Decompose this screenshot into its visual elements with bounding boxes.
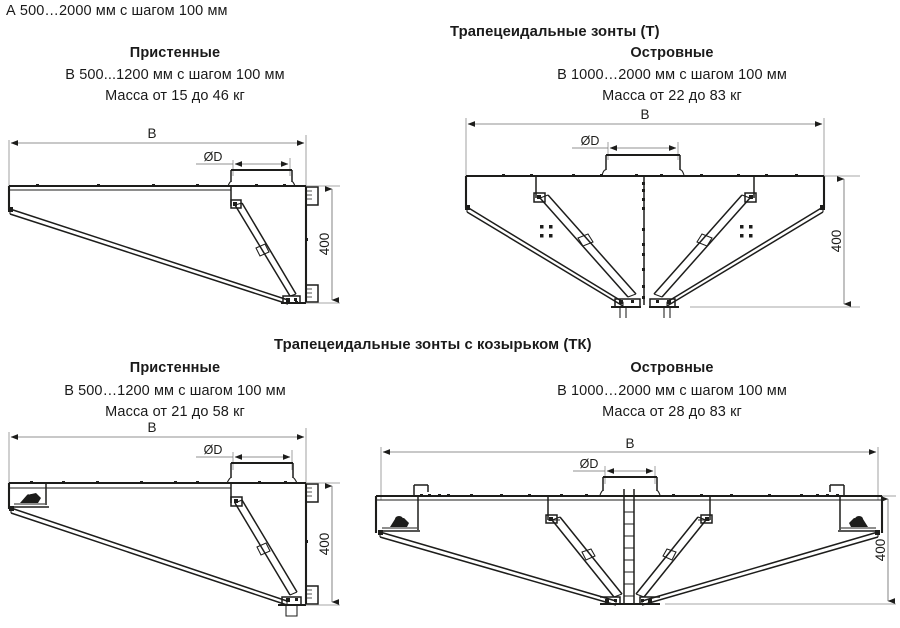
dimension-label-b: B xyxy=(640,107,649,122)
dimension-width-b-wall-t: B xyxy=(8,126,307,190)
variant-width-spec-island-tk: В 1000…2000 мм с шагом 100 мм xyxy=(557,383,787,399)
variant-title-island-tk: Островные xyxy=(630,360,714,376)
filter-baffle-right-island-t xyxy=(653,192,757,298)
slope-panel-left-island-t xyxy=(465,205,624,307)
section-title-trapezoid-canopy: Трапецеидальные зонты с козырьком (ТК) xyxy=(274,337,592,353)
dimension-duct-d-wall-t: ØD xyxy=(196,150,291,176)
dimension-label-od: ØD xyxy=(581,134,600,148)
variant-mass-spec-island-tk: Масса от 28 до 83 кг xyxy=(602,404,742,420)
dimension-label-400: 400 xyxy=(873,539,888,562)
variant-mass-spec-wall-t: Масса от 15 до 46 кг xyxy=(105,88,245,104)
dimension-width-b-island-t: B xyxy=(465,107,825,180)
filter-baffle-left-island-tk xyxy=(545,514,623,598)
dimension-label-b: B xyxy=(147,420,156,435)
filter-bracket-top-wall-t xyxy=(230,199,242,209)
variant-width-spec-wall-t: В 500...1200 мм с шагом 100 мм xyxy=(65,67,285,83)
dimension-duct-d-island-t: ØD xyxy=(572,134,679,160)
dimension-height-400-island-tk: 400 xyxy=(665,495,896,605)
variant-width-spec-wall-tk: В 500…1200 мм с шагом 100 мм xyxy=(64,383,286,399)
gutter-left-island-t xyxy=(611,298,641,318)
variant-mass-spec-wall-tk: Масса от 21 до 58 кг xyxy=(105,404,245,420)
dimension-height-400-island-t: 400 xyxy=(690,175,860,308)
central-divider-island-tk xyxy=(623,489,635,604)
duct-collar-wall-t xyxy=(227,168,296,187)
duct-collar-wall-tk xyxy=(226,461,298,484)
dimension-width-b-wall-tk: B xyxy=(8,420,307,490)
central-divider-island-t xyxy=(642,176,645,305)
filter-baffle-wall-t xyxy=(234,202,297,297)
mounting-bracket-lower-wall-t xyxy=(306,284,319,303)
hood-island-tk-geometry: B ØD xyxy=(374,436,896,606)
mounting-bracket-upper-wall-tk xyxy=(306,483,319,503)
hood-island-t-geometry: B ØD xyxy=(464,107,860,318)
gutter-right-island-t xyxy=(649,298,679,318)
gutter-island-tk xyxy=(600,596,660,606)
section-title-trapezoid: Трапецеидальные зонты (Т) xyxy=(450,24,660,40)
filter-baffle-left-island-t xyxy=(533,192,637,298)
top-plate-rivets-wall-tk xyxy=(30,481,287,484)
dimension-label-od: ØD xyxy=(204,150,223,164)
top-plate-rivets-island-tk xyxy=(420,494,839,497)
slope-panel-right-island-t xyxy=(666,205,825,307)
dimension-height-400-wall-t: 400 xyxy=(306,185,340,304)
detail-dots-right-island-t xyxy=(740,225,753,238)
hood-wall-t-geometry: B ØD xyxy=(7,126,340,305)
dimension-label-od: ØD xyxy=(204,443,223,457)
top-plate-rivets-island-t xyxy=(502,174,798,177)
top-note: А 500…2000 мм с шагом 100 мм xyxy=(6,3,228,19)
dimension-label-od: ØD xyxy=(580,457,599,471)
detail-dots-left-island-t xyxy=(540,225,553,238)
variant-title-wall-t: Пристенные xyxy=(129,45,221,61)
top-plate-rivets-wall-t xyxy=(36,184,286,187)
canopy-pocket-wall-tk xyxy=(10,484,49,508)
dimension-label-400: 400 xyxy=(829,230,844,253)
canopy-pocket-right-island-tk xyxy=(829,484,879,532)
hood-wall-tk-geometry: B ØD xyxy=(7,420,340,617)
mounting-bracket-upper-wall-t xyxy=(306,186,319,206)
variant-width-spec-island-t: В 1000…2000 мм с шагом 100 мм xyxy=(557,67,787,83)
variant-title-wall-tk: Пристенные xyxy=(129,360,221,376)
dimension-width-b-island-tk: B xyxy=(380,436,879,500)
dimension-label-400: 400 xyxy=(317,233,332,256)
filter-baffle-right-island-tk xyxy=(635,514,713,598)
filter-baffle-wall-tk xyxy=(230,496,298,596)
variant-mass-spec-island-t: Масса от 22 до 83 кг xyxy=(602,88,742,104)
slope-anchor-left-wall-t xyxy=(8,207,13,212)
dimension-height-400-wall-tk: 400 xyxy=(306,482,340,606)
dimension-label-400: 400 xyxy=(317,533,332,556)
mounting-bracket-lower-wall-tk xyxy=(306,585,319,605)
canopy-pocket-left-island-tk xyxy=(379,484,429,532)
duct-collar-island-tk xyxy=(599,475,661,496)
dimension-duct-d-wall-tk: ØD xyxy=(196,443,293,470)
variant-title-island-t: Островные xyxy=(630,45,714,61)
dimension-label-b: B xyxy=(147,126,156,141)
gutter-wall-tk xyxy=(278,596,306,617)
dimension-label-b: B xyxy=(625,436,634,451)
duct-collar-island-t xyxy=(601,153,685,176)
dimension-duct-d-island-tk: ØD xyxy=(573,457,656,484)
